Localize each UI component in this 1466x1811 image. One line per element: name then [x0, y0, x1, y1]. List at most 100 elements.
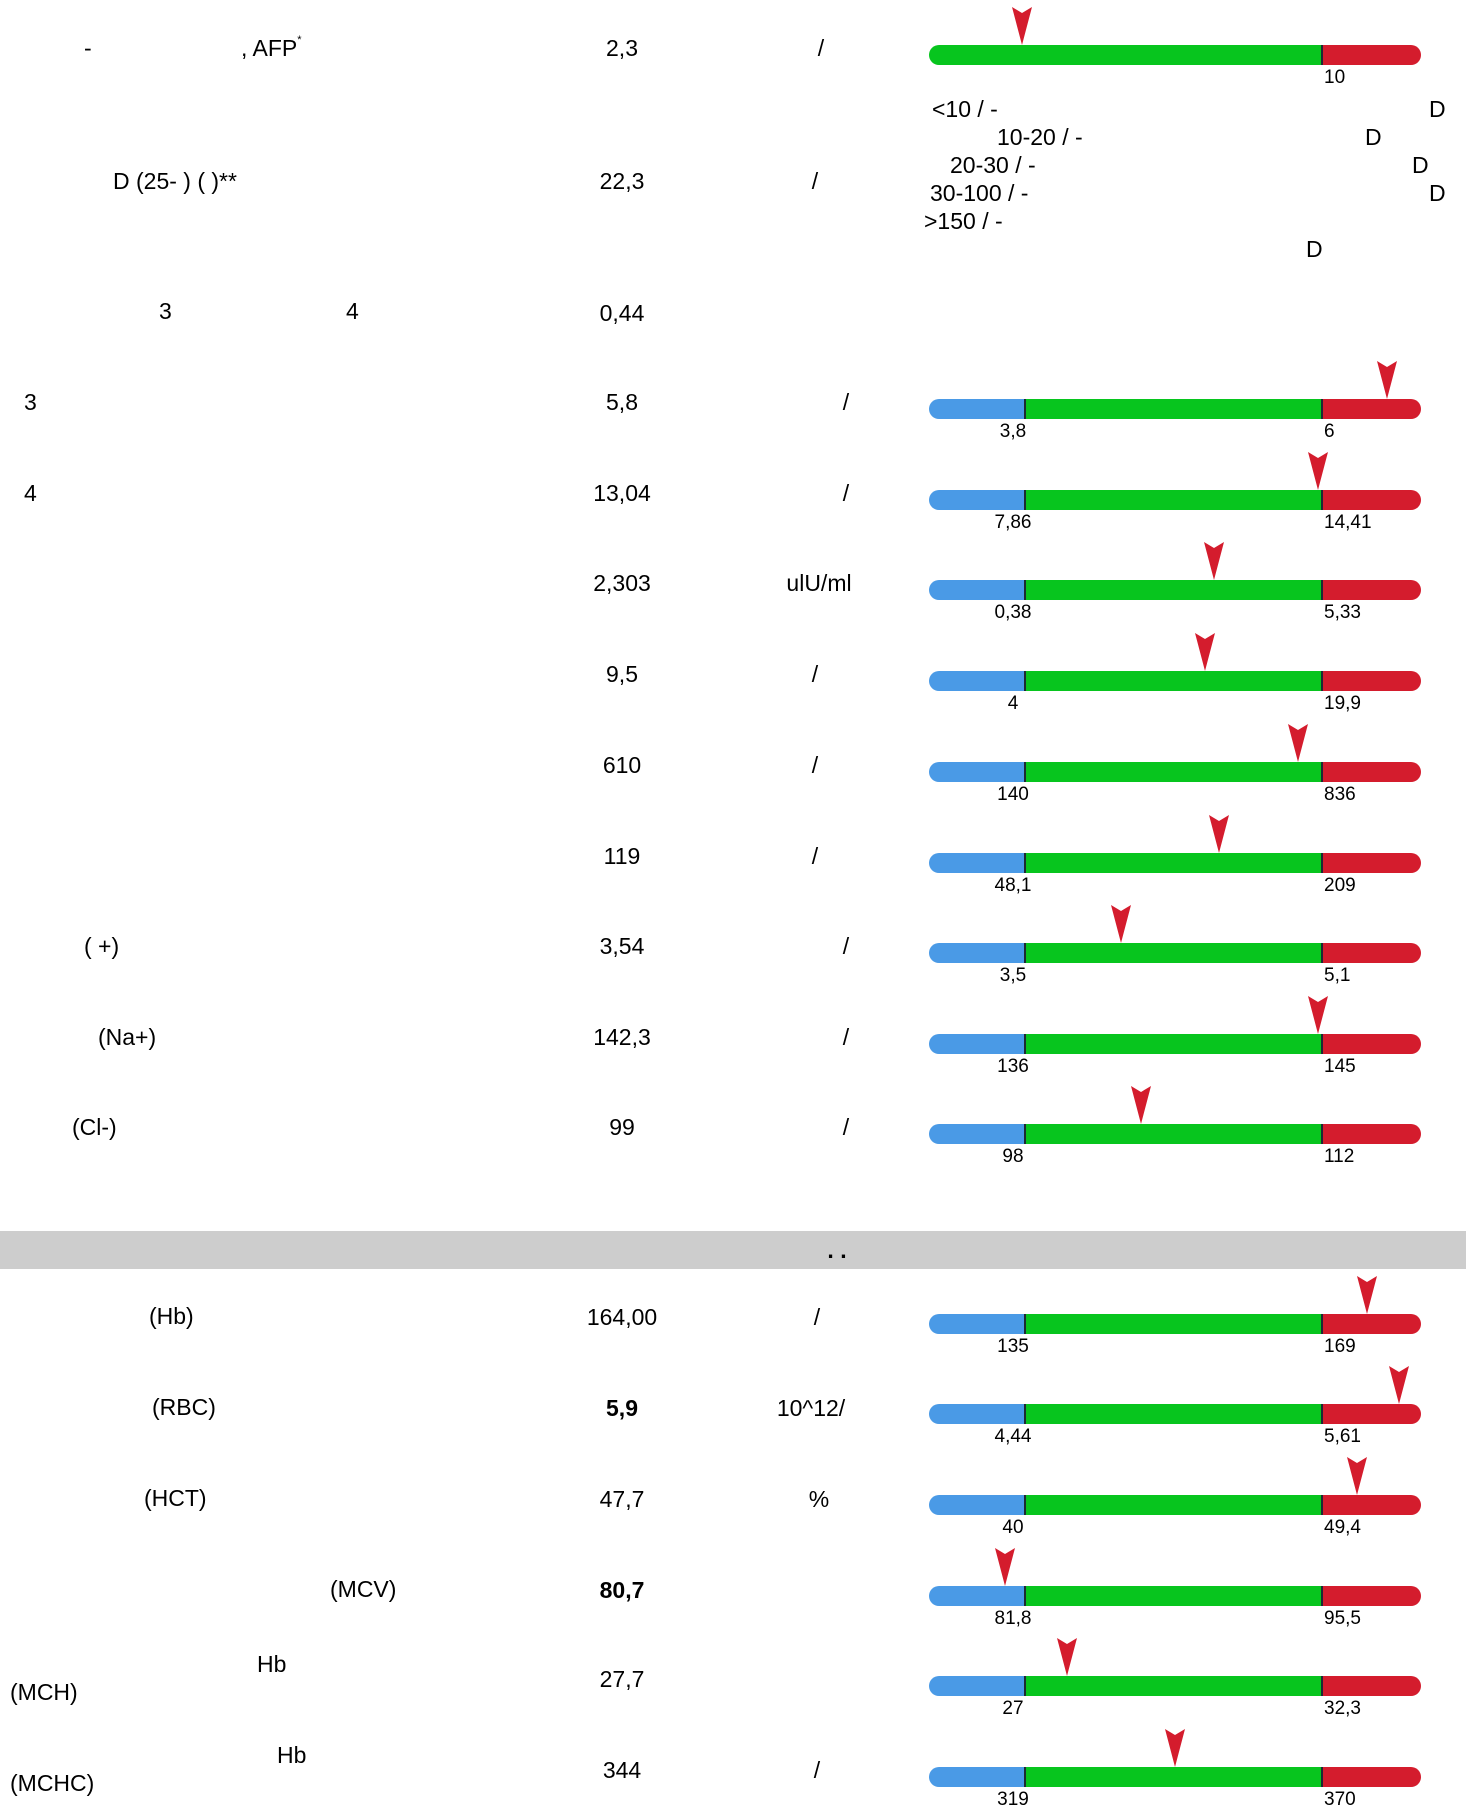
range-normal-segment: [1025, 1124, 1322, 1144]
range-normal-segment: [1025, 853, 1322, 873]
value-marker-icon: [1110, 905, 1131, 943]
range-high-tick: [1321, 1586, 1323, 1606]
row-12-value: 164,00: [586, 1304, 658, 1330]
row-0-name-sup: *: [297, 34, 302, 46]
range-high-label: 14,41: [1324, 512, 1372, 533]
row-0-value: 2,3: [606, 35, 638, 61]
row-15-name: (MCV): [330, 1576, 397, 1602]
range-high-label: 49,4: [1324, 1517, 1361, 1538]
range-high-segment: [1322, 762, 1421, 782]
row-11-value: 99: [609, 1114, 635, 1140]
row-5-value: 2,303: [593, 570, 651, 596]
range-low-label: 136: [997, 1056, 1029, 1077]
value-marker-icon: [1347, 1457, 1368, 1495]
value-marker-icon: [1194, 633, 1215, 671]
row-12-name: (Hb): [149, 1303, 194, 1329]
range-low-segment: [929, 1676, 1025, 1696]
range-normal-segment: [1025, 1495, 1322, 1515]
value-marker-icon: [1388, 1366, 1409, 1404]
value-marker-icon: [1165, 1729, 1185, 1767]
range-high-label: 209: [1324, 875, 1356, 896]
row-14-name: (HCT): [144, 1485, 207, 1511]
range-low-segment: [929, 943, 1025, 963]
row-1-name: D (25- ) ( )**: [113, 168, 237, 194]
value-marker-icon: [1012, 7, 1033, 45]
range-low-label: 319: [997, 1789, 1029, 1810]
range-low-label: 140: [997, 784, 1029, 805]
range-low-tick: [1024, 1314, 1026, 1334]
range-high-tick: [1321, 1404, 1323, 1424]
row-4-value: 13,04: [593, 480, 651, 506]
row-0-name-dash: -: [84, 35, 92, 61]
range-normal-segment: [1025, 1586, 1322, 1606]
vitd-note-d-3: D: [1429, 180, 1446, 206]
range-normal-segment: [1025, 762, 1322, 782]
row-8-value: 119: [603, 843, 641, 869]
range-low-label: 4: [1007, 693, 1019, 714]
row-4-unit: /: [842, 480, 850, 506]
range-high-label: 836: [1324, 784, 1356, 805]
row-12-unit: /: [813, 1304, 821, 1330]
range-high-segment: [1322, 1034, 1421, 1054]
row-13-value: 5,9: [606, 1395, 638, 1421]
range-normal-segment: [1025, 671, 1322, 691]
range-high-tick: [1321, 1124, 1323, 1144]
row-0-name-text: , AFP: [241, 35, 298, 61]
range-low-tick: [1024, 762, 1026, 782]
range-low-tick: [1024, 580, 1026, 600]
range-high-segment: [1322, 1676, 1421, 1696]
value-marker-icon: [995, 1548, 1016, 1586]
vitd-note-line-1: 10-20 / -: [997, 124, 1083, 150]
range-low-tick: [1024, 1495, 1026, 1515]
row-2-name-a: 3: [159, 298, 172, 324]
row-9-unit: /: [842, 933, 850, 959]
range-normal-segment: [1025, 1034, 1322, 1054]
row-8-unit: /: [811, 843, 819, 869]
range-high-tick: [1321, 580, 1323, 600]
range-bar-7: [929, 762, 1421, 782]
row-1-unit: /: [811, 168, 819, 194]
value-marker-icon: [1130, 1086, 1151, 1124]
range-low-tick: [1024, 1676, 1026, 1696]
range-high-segment: [1322, 943, 1421, 963]
row-4-name: 4: [24, 480, 37, 506]
range-high-tick: [1321, 943, 1323, 963]
row-14-unit: %: [808, 1486, 830, 1512]
range-low-label: 3,5: [999, 965, 1027, 986]
range-bar-8: [929, 853, 1421, 873]
value-marker-icon: [1204, 542, 1225, 580]
row-13-name: (RBC): [152, 1394, 216, 1420]
row-3-name: 3: [24, 389, 37, 415]
range-high-segment: [1322, 1767, 1421, 1787]
range-low-label: 81,8: [994, 1608, 1032, 1629]
range-low-label: 4,44: [994, 1426, 1032, 1447]
range-high-label: 5,1: [1324, 965, 1351, 986]
vitd-note-line-2: 20-30 / -: [950, 152, 1036, 178]
range-high-tick: [1321, 762, 1323, 782]
value-marker-icon: [1209, 815, 1230, 853]
range-normal-segment: [1025, 1404, 1322, 1424]
range-bar-5: [929, 580, 1421, 600]
range-low-segment: [929, 1495, 1025, 1515]
value-marker-icon: [1376, 361, 1397, 399]
row-10-value: 142,3: [593, 1024, 651, 1050]
row-6-value: 9,5: [606, 661, 638, 687]
range-high-label: 95,5: [1324, 1608, 1361, 1629]
row-11-name: (Cl-): [72, 1114, 117, 1140]
vitd-note-d-0: D: [1429, 96, 1446, 122]
range-low-label: 40: [1002, 1517, 1024, 1538]
range-high-segment: [1322, 1586, 1421, 1606]
range-normal-segment: [1025, 1767, 1322, 1787]
range-low-label: 3,8: [999, 421, 1027, 442]
range-bar-10: [929, 1034, 1421, 1054]
range-high-tick: [1321, 1495, 1323, 1515]
vitd-note-line-3: 30-100 / -: [930, 180, 1029, 206]
range-high-label: 5,33: [1324, 602, 1361, 623]
row-16-name-a: Hb: [257, 1651, 287, 1677]
range-low-tick: [1024, 1404, 1026, 1424]
range-high-segment: [1322, 490, 1421, 510]
row-6-unit: /: [811, 661, 819, 687]
range-high-label: 145: [1324, 1056, 1356, 1077]
range-high-label: 10: [1324, 67, 1346, 88]
row-3-value: 5,8: [606, 389, 638, 415]
